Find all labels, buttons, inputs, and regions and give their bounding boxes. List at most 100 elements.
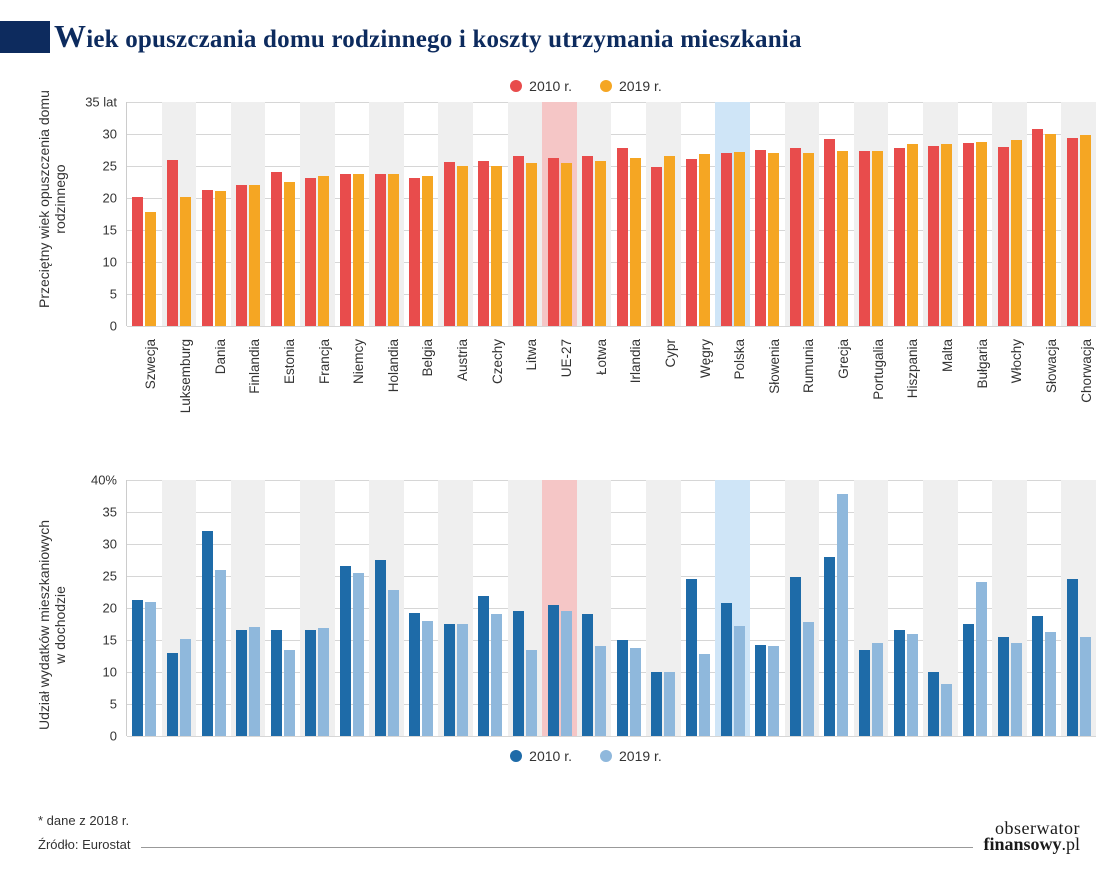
category-group — [542, 480, 577, 736]
bar-2019 — [249, 627, 260, 736]
category-group — [819, 102, 854, 326]
bar-2019 — [457, 166, 468, 326]
category-group — [681, 480, 716, 736]
brand-line2: finansowy — [983, 834, 1061, 854]
bar-2019 — [215, 191, 226, 326]
bar-2019 — [734, 626, 745, 736]
category-group — [681, 102, 716, 326]
bar-2019 — [422, 621, 433, 736]
x-axis-labels-wrap: SzwecjaLuksemburgDaniaFinlandiaEstoniaFr… — [66, 332, 1106, 482]
category-group — [958, 102, 993, 326]
bar-2010 — [755, 645, 766, 736]
y-tick-label: 30 — [103, 537, 117, 552]
bar-2010 — [824, 139, 835, 326]
legend-item-2010-top: 2010 r. — [510, 78, 572, 94]
bar-2010 — [236, 630, 247, 736]
category-group — [785, 102, 820, 326]
bar-2010 — [859, 151, 870, 326]
bar-2010 — [1067, 579, 1078, 736]
category-group — [162, 102, 197, 326]
bar-2019 — [664, 156, 675, 326]
brand-suffix: .pl — [1061, 834, 1080, 854]
bar-2010 — [998, 637, 1009, 736]
bar-2019 — [872, 151, 883, 326]
y-tick-label: 20 — [103, 601, 117, 616]
bar-2019 — [526, 650, 537, 736]
bar-2010 — [478, 596, 489, 736]
bar-2010 — [928, 146, 939, 326]
bar-2019 — [1011, 140, 1022, 326]
bar-2019 — [284, 650, 295, 736]
bar-2019 — [664, 672, 675, 736]
category-group — [577, 102, 612, 326]
bar-2010 — [1032, 616, 1043, 736]
category-group — [265, 102, 300, 326]
bar-2010 — [375, 560, 386, 736]
category-group — [888, 480, 923, 736]
bar-2019 — [630, 158, 641, 326]
bar-2019 — [388, 590, 399, 736]
bar-2010 — [790, 148, 801, 326]
bar-2019 — [976, 142, 987, 326]
category-group — [473, 480, 508, 736]
bar-2010 — [617, 640, 628, 736]
y-tick-label: 15 — [103, 633, 117, 648]
category-group — [162, 480, 197, 736]
category-group — [438, 480, 473, 736]
title-accent-block — [0, 21, 50, 53]
category-group — [612, 480, 647, 736]
gridline — [127, 326, 1096, 327]
bar-2010 — [478, 161, 489, 326]
bar-2019 — [318, 176, 329, 326]
bar-2019 — [422, 176, 433, 326]
category-group — [335, 102, 370, 326]
bar-2010 — [686, 579, 697, 736]
category-group — [646, 480, 681, 736]
bar-2010 — [651, 167, 662, 326]
bar-2010 — [236, 185, 247, 326]
bar-2019 — [699, 654, 710, 736]
legend-dot-icon — [600, 80, 612, 92]
y-tick-label: 25 — [103, 569, 117, 584]
bar-2019 — [768, 646, 779, 736]
category-group — [335, 480, 370, 736]
category-group — [888, 102, 923, 326]
plot-area-top: 05101520253035 lat — [126, 102, 1096, 326]
bar-2010 — [686, 159, 697, 326]
bar-2010 — [1032, 129, 1043, 326]
bar-2019 — [353, 573, 364, 736]
bar-2010 — [721, 153, 732, 326]
bar-2010 — [755, 150, 766, 326]
legend-item-2019-bottom: 2019 r. — [600, 748, 662, 764]
category-group — [542, 102, 577, 326]
bar-2010 — [998, 147, 1009, 326]
category-group — [231, 480, 266, 736]
bar-2010 — [928, 672, 939, 736]
bar-2010 — [409, 613, 420, 736]
bar-2019 — [837, 151, 848, 326]
bar-2010 — [651, 672, 662, 736]
category-group — [958, 480, 993, 736]
legend-item-2019-top: 2019 r. — [600, 78, 662, 94]
bar-2019 — [907, 634, 918, 736]
bar-2010 — [444, 624, 455, 736]
y-axis-label-bottom: Udział wydatków mieszkaniowychw dochodzi… — [36, 520, 68, 730]
bar-2019 — [907, 144, 918, 326]
bar-2010 — [721, 603, 732, 736]
y-tick-label: 35 — [103, 505, 117, 520]
bar-2010 — [340, 566, 351, 736]
legend-dot-icon — [510, 750, 522, 762]
bar-2010 — [132, 600, 143, 736]
bar-2010 — [859, 650, 870, 736]
bar-2019 — [1011, 643, 1022, 736]
category-group — [992, 102, 1027, 326]
category-group — [854, 102, 889, 326]
category-group — [196, 480, 231, 736]
bar-2010 — [513, 611, 524, 736]
bar-2019 — [145, 602, 156, 736]
category-group — [404, 480, 439, 736]
category-group — [1061, 480, 1096, 736]
category-group — [1027, 480, 1062, 736]
category-group — [715, 480, 750, 736]
bar-2019 — [976, 582, 987, 736]
